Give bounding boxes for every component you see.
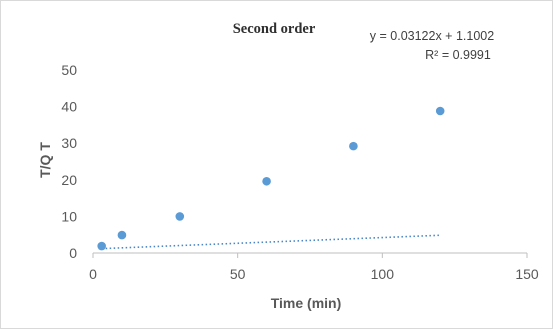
chart-title: Second order	[233, 21, 316, 37]
data-point	[349, 141, 358, 151]
data-point	[262, 176, 271, 186]
y-tick-label: 0	[69, 245, 77, 261]
x-tick-label: 150	[515, 266, 539, 282]
trendline-equation: y = 0.03122x + 1.1002	[370, 29, 494, 43]
x-tick-label: 100	[371, 266, 395, 282]
trendline-r-squared: R² = 0.9991	[425, 48, 491, 62]
x-tick-label: 50	[230, 266, 246, 282]
x-axis-title: Time (min)	[271, 295, 342, 311]
data-point	[435, 106, 445, 116]
y-axis-title: T/Q T	[37, 142, 53, 178]
plot-area: 0 50 100 150 0 10 20 30 40 50	[61, 62, 538, 282]
data-point	[97, 241, 106, 251]
trendline	[101, 234, 441, 250]
x-tick-label: 0	[89, 266, 97, 282]
data-point	[117, 230, 127, 240]
y-tick-label: 20	[61, 172, 77, 188]
y-tick-label: 10	[61, 208, 77, 224]
y-tick-label: 40	[61, 99, 77, 115]
data-point	[175, 212, 185, 221]
y-tick-label: 30	[61, 135, 77, 151]
y-tick-label: 50	[61, 62, 77, 78]
